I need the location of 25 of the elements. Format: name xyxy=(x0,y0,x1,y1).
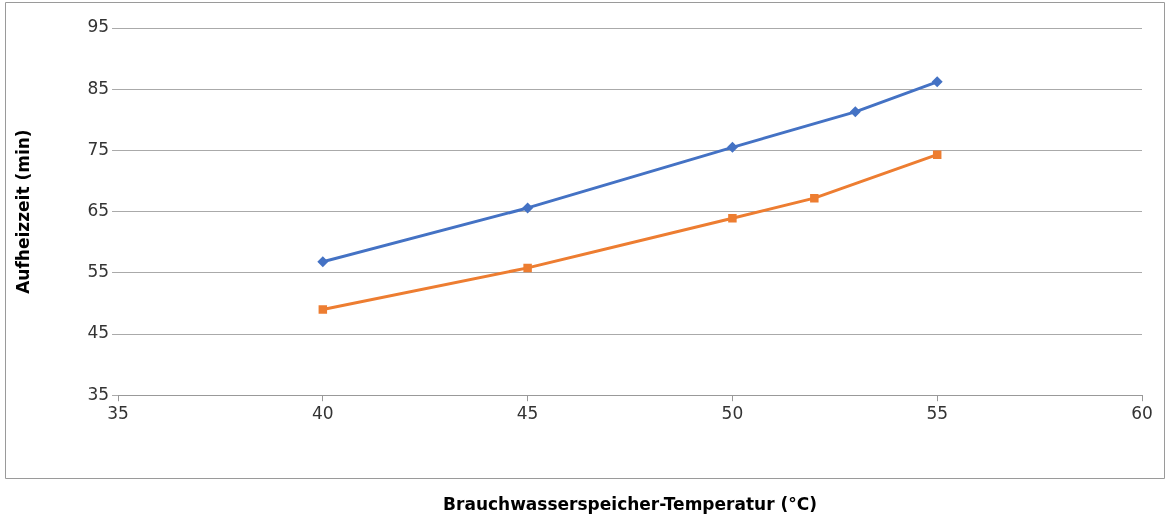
point xyxy=(810,193,819,203)
y-tick-label: 75 xyxy=(87,138,110,159)
x-tick-label: 50 xyxy=(721,402,744,423)
y-tick-label: 65 xyxy=(87,200,110,221)
x-tick-label: 60 xyxy=(1131,402,1153,423)
point xyxy=(523,263,532,273)
point xyxy=(931,76,943,88)
point xyxy=(849,106,861,118)
y-tick-label: 45 xyxy=(87,322,110,343)
point xyxy=(317,256,329,268)
point xyxy=(318,305,328,314)
point xyxy=(728,214,737,223)
y-tick-label: 85 xyxy=(87,77,110,98)
x-tick-label: 35 xyxy=(107,402,129,423)
point xyxy=(726,141,738,153)
y-tick-label: 35 xyxy=(87,383,110,404)
x-tick-label: 55 xyxy=(926,402,949,423)
y-axis-title: Aufheizzeit (min) xyxy=(12,129,33,294)
y-tick-label: 95 xyxy=(87,16,110,37)
point xyxy=(932,150,942,159)
x-axis-title: Brauchwasserspeicher-Temperatur (°C) xyxy=(443,494,817,515)
point xyxy=(522,202,534,214)
x-tick-label: 45 xyxy=(516,402,539,423)
x-tick-label: 40 xyxy=(312,402,334,423)
y-tick-label: 55 xyxy=(87,261,110,282)
